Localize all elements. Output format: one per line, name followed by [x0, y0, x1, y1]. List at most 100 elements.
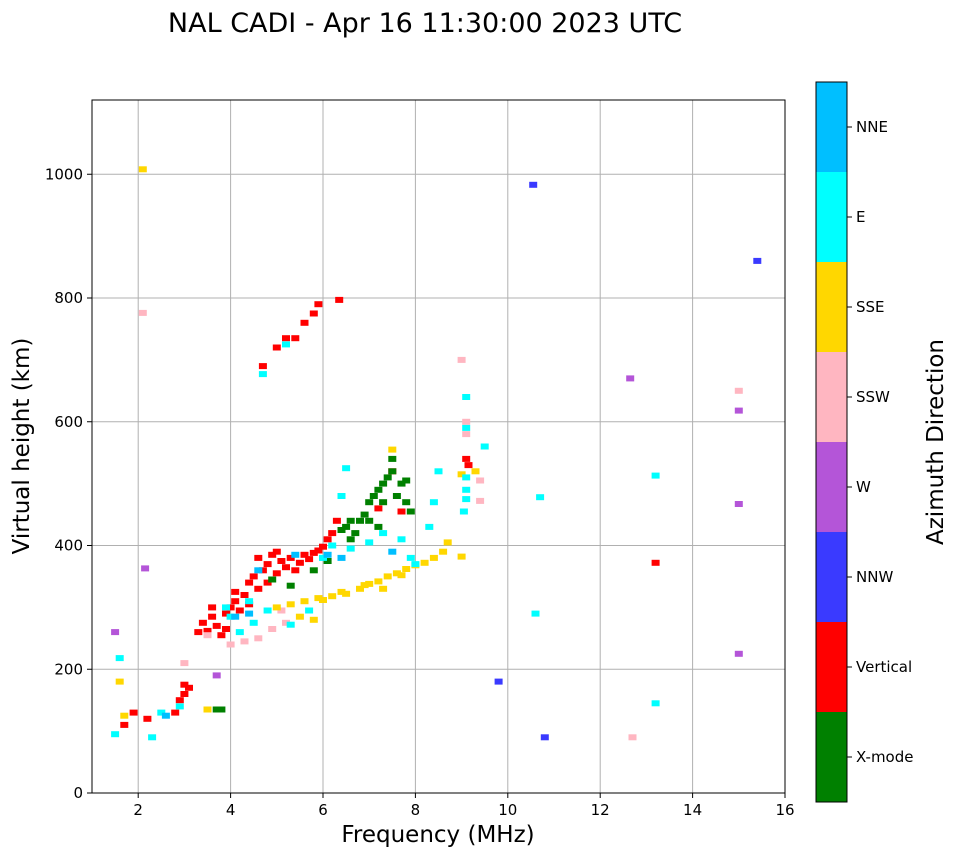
- data-point-ssw: [628, 734, 637, 741]
- x-tick-label: 12: [591, 801, 610, 819]
- data-point-x-mode: [402, 477, 411, 484]
- data-point-ssw: [277, 607, 286, 614]
- data-point-sse: [356, 585, 364, 592]
- x-tick-label: 6: [318, 801, 328, 819]
- data-point-ssw: [282, 619, 290, 626]
- data-point-vertical: [249, 573, 258, 580]
- data-point-ssw: [268, 626, 277, 632]
- data-point-sse: [443, 539, 452, 546]
- x-axis-label: Frequency (MHz): [341, 822, 534, 848]
- data-point-x-mode: [388, 455, 397, 462]
- data-point-sse: [471, 468, 480, 475]
- data-point-vertical: [231, 588, 240, 595]
- data-point-e: [148, 734, 157, 741]
- data-point-sse: [383, 573, 392, 580]
- data-point-e: [462, 424, 471, 431]
- data-point-e: [337, 493, 346, 499]
- data-point-e: [157, 709, 166, 716]
- data-point-e: [319, 554, 327, 561]
- data-point-e: [651, 700, 660, 707]
- colorbar-segment-vertical: [816, 622, 847, 712]
- data-point-x-mode: [323, 558, 332, 564]
- data-point-vertical: [203, 627, 212, 634]
- data-point-e: [235, 629, 244, 636]
- data-point-e: [115, 655, 124, 662]
- data-point-sse: [300, 598, 309, 605]
- data-point-vertical: [217, 632, 226, 639]
- data-point-e: [434, 468, 443, 475]
- data-point-nne: [254, 567, 263, 574]
- data-point-vertical: [254, 554, 263, 561]
- data-point-vertical: [651, 559, 660, 566]
- data-point-vertical: [208, 604, 217, 611]
- data-point-sse: [429, 554, 438, 561]
- data-point-vertical: [240, 592, 249, 598]
- colorbar-segment-w: [816, 442, 847, 532]
- data-point-e: [462, 486, 471, 493]
- data-point-ssw: [180, 660, 189, 667]
- data-point-vertical: [272, 570, 281, 577]
- data-point-e: [425, 523, 434, 530]
- data-point-vertical: [212, 622, 221, 629]
- data-point-ssw: [457, 356, 466, 363]
- data-point-x-mode: [346, 517, 355, 524]
- data-point-vertical: [245, 601, 254, 608]
- data-point-e: [651, 472, 660, 479]
- colorbar-tick-label: Vertical: [856, 658, 912, 676]
- data-point-x-mode: [392, 493, 401, 499]
- data-point-nne: [161, 712, 170, 719]
- data-point-nne: [337, 554, 346, 561]
- data-point-vertical: [309, 549, 318, 556]
- data-point-x-mode: [217, 706, 226, 713]
- data-point-sse: [402, 566, 411, 572]
- data-point-vertical: [263, 579, 272, 586]
- data-point-e: [258, 371, 267, 378]
- data-point-vertical: [305, 556, 314, 563]
- data-point-vertical: [194, 629, 203, 636]
- x-tick-label: 2: [133, 801, 143, 819]
- data-point-ssw: [254, 635, 263, 642]
- data-point-e: [462, 496, 471, 503]
- data-point-e: [226, 613, 235, 620]
- data-point-sse: [397, 572, 406, 579]
- data-point-x-mode: [374, 523, 383, 530]
- data-point-w: [734, 650, 743, 657]
- y-tick-label: 1000: [45, 165, 83, 183]
- data-point-x-mode: [268, 576, 277, 583]
- data-point-vertical: [258, 363, 267, 370]
- plot-frame: [91, 99, 786, 794]
- x-tick-label: 16: [775, 801, 794, 819]
- data-point-vertical: [335, 296, 344, 303]
- y-tick-label: 200: [54, 660, 83, 678]
- data-point-sse: [138, 166, 147, 173]
- data-point-sse: [439, 548, 448, 555]
- data-point-vertical: [328, 530, 337, 537]
- colorbar-tick-label: SSE: [856, 298, 885, 316]
- data-point-vertical: [208, 613, 217, 620]
- y-tick-label: 600: [54, 413, 83, 431]
- data-point-e: [365, 539, 374, 546]
- colorbar-tick-label: W: [856, 478, 871, 496]
- data-point-vertical: [171, 709, 180, 716]
- data-point-ssw: [462, 418, 471, 425]
- data-point-vertical: [314, 547, 323, 554]
- data-point-vertical: [291, 567, 300, 574]
- data-point-x-mode: [379, 480, 388, 487]
- data-point-e: [459, 508, 468, 515]
- data-point-w: [734, 407, 743, 414]
- data-point-w: [212, 672, 221, 679]
- data-point-e: [342, 465, 351, 472]
- data-point-sse: [379, 585, 388, 592]
- data-point-e: [286, 621, 295, 628]
- data-point-x-mode: [365, 517, 374, 524]
- data-point-x-mode: [286, 582, 295, 589]
- data-point-sse: [272, 604, 281, 611]
- data-point-vertical: [235, 607, 244, 614]
- data-point-nne: [291, 551, 300, 558]
- data-point-vertical: [286, 554, 295, 561]
- colorbar-segment-ssw: [816, 352, 847, 442]
- data-point-x-mode: [356, 517, 364, 524]
- data-point-ssw: [240, 638, 249, 645]
- x-tick-label: 4: [226, 801, 236, 819]
